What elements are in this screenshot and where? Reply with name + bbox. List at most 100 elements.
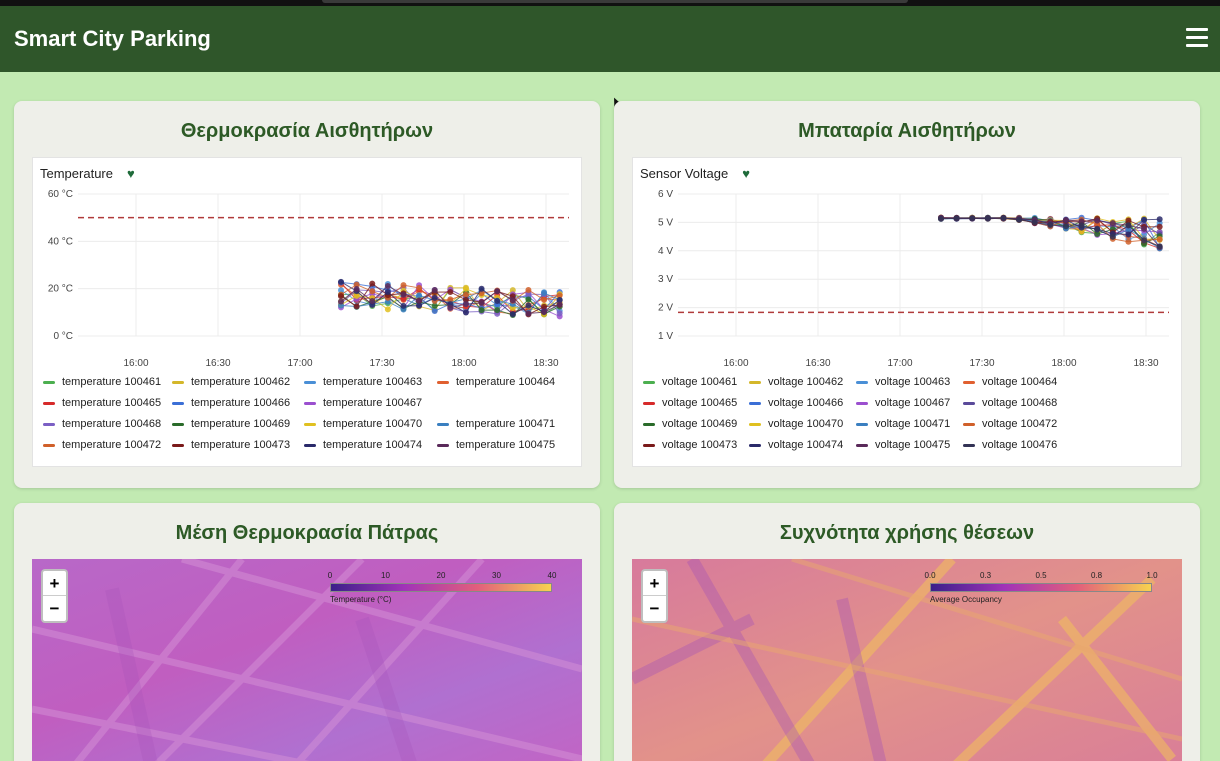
- zoom-out-button[interactable]: −: [649, 599, 660, 618]
- series-point: [353, 292, 360, 299]
- series-point: [953, 215, 960, 222]
- legend-item[interactable]: voltage 100465: [643, 397, 737, 409]
- heart-icon[interactable]: ♥: [742, 166, 750, 181]
- legend-item[interactable]: temperature 100463: [304, 376, 422, 388]
- zoom-in-button[interactable]: +: [643, 571, 666, 596]
- series-point: [525, 291, 532, 298]
- series-point: [1125, 231, 1132, 238]
- scale-caption: Temperature (°C): [330, 595, 392, 604]
- app-header: Smart City Parking: [0, 6, 1220, 72]
- series-point: [1125, 217, 1132, 224]
- legend-item[interactable]: voltage 100467: [856, 397, 950, 409]
- series-point: [447, 288, 454, 295]
- app-title: Smart City Parking: [14, 26, 211, 51]
- legend-item[interactable]: temperature 100473: [172, 439, 290, 451]
- legend-swatch: [963, 443, 975, 447]
- legend-swatch: [43, 443, 55, 447]
- occupancy-heatmap[interactable]: + − 0.0 0.3 0.5 0.8 1.0 Average Occupancy: [632, 559, 1182, 761]
- legend-item[interactable]: temperature 100466: [172, 397, 290, 409]
- window-tab-strip: [322, 0, 908, 3]
- legend-swatch: [963, 401, 975, 405]
- series-point: [525, 310, 532, 317]
- series-point: [556, 292, 563, 299]
- legend-swatch: [749, 401, 761, 405]
- legend-item[interactable]: temperature 100469: [172, 418, 290, 430]
- legend-item[interactable]: voltage 100464: [963, 376, 1057, 388]
- legend-swatch: [437, 422, 449, 426]
- y-tick-label: 4 V: [658, 246, 673, 257]
- zoom-in-button[interactable]: +: [43, 571, 66, 596]
- series-point: [400, 282, 407, 289]
- series-point: [938, 215, 944, 222]
- legend-item[interactable]: voltage 100469: [643, 418, 737, 430]
- series-point: [353, 303, 360, 310]
- y-tick-label: 1 V: [658, 331, 673, 342]
- legend-item[interactable]: temperature 100465: [43, 397, 161, 409]
- x-tick-label: 18:30: [1133, 358, 1158, 369]
- legend-item[interactable]: voltage 100471: [856, 418, 950, 430]
- legend-item[interactable]: voltage 100474: [749, 439, 843, 451]
- legend-label: voltage 100468: [982, 397, 1058, 409]
- series-point: [556, 301, 563, 308]
- legend-label: temperature 100469: [191, 418, 291, 430]
- legend-label: voltage 100464: [982, 376, 1058, 388]
- series-point: [1156, 216, 1163, 223]
- series-point: [353, 286, 360, 293]
- series-point: [509, 287, 516, 294]
- avg-temperature-card: Μέση Θερμοκρασία Πάτρας + −: [14, 503, 600, 761]
- x-tick-label: 17:00: [887, 358, 912, 369]
- legend-swatch: [304, 443, 316, 447]
- series-point: [541, 296, 548, 303]
- series-point: [431, 287, 438, 294]
- legend-item[interactable]: voltage 100470: [749, 418, 843, 430]
- legend-swatch: [963, 422, 975, 426]
- series-point: [1141, 237, 1148, 244]
- legend-item[interactable]: temperature 100470: [304, 418, 422, 430]
- occupancy-scale: 0.0 0.3 0.5 0.8 1.0 Average Occupancy: [924, 571, 1157, 605]
- legend-swatch: [172, 401, 184, 405]
- legend-item[interactable]: temperature 100474: [304, 439, 422, 451]
- legend-item[interactable]: voltage 100476: [963, 439, 1057, 451]
- legend-swatch: [43, 380, 55, 384]
- menu-line: [1186, 44, 1208, 47]
- window-top-bar: [0, 0, 1220, 6]
- legend-item[interactable]: temperature 100475: [437, 439, 555, 451]
- legend-item[interactable]: voltage 100462: [749, 376, 843, 388]
- series-point: [384, 282, 391, 289]
- legend-label: temperature 100470: [323, 418, 423, 430]
- series-point: [416, 284, 423, 291]
- legend-label: temperature 100472: [62, 439, 162, 451]
- series-point: [384, 306, 391, 313]
- series-point: [369, 280, 376, 287]
- x-tick-label: 16:00: [723, 358, 748, 369]
- series-point: [1047, 221, 1054, 228]
- scale-tick-label: 0: [327, 571, 333, 580]
- series-point: [525, 302, 532, 309]
- legend-item[interactable]: voltage 100472: [963, 418, 1057, 430]
- battery-card: Μπαταρία Αισθητήρων Sensor Voltage ♥ 6 V…: [614, 101, 1200, 488]
- legend-label: temperature 100471: [456, 418, 556, 430]
- menu-line: [1186, 28, 1208, 31]
- legend-item[interactable]: temperature 100467: [304, 397, 422, 409]
- legend-label: voltage 100461: [662, 376, 738, 388]
- legend-item[interactable]: temperature 100468: [43, 418, 161, 430]
- legend-item[interactable]: voltage 100461: [643, 376, 737, 388]
- y-tick-label: 2 V: [658, 303, 673, 314]
- zoom-out-button[interactable]: −: [49, 599, 60, 618]
- hamburger-menu-icon[interactable]: [1186, 28, 1208, 48]
- legend-swatch: [437, 443, 449, 447]
- legend-item[interactable]: temperature 100461: [43, 376, 161, 388]
- legend-label: voltage 100463: [875, 376, 951, 388]
- temperature-heatmap[interactable]: + − 0 10 20 30 40 Temperature (°C): [32, 559, 582, 761]
- series-point: [400, 295, 407, 302]
- legend-item[interactable]: voltage 100475: [856, 439, 950, 451]
- legend-item[interactable]: temperature 100472: [43, 439, 161, 451]
- legend-item[interactable]: voltage 100473: [643, 439, 737, 451]
- legend-item[interactable]: temperature 100462: [172, 376, 290, 388]
- legend-item[interactable]: temperature 100464: [437, 376, 555, 388]
- legend-item[interactable]: voltage 100468: [963, 397, 1057, 409]
- heart-icon[interactable]: ♥: [126, 166, 135, 181]
- legend-item[interactable]: voltage 100466: [749, 397, 843, 409]
- legend-item[interactable]: temperature 100471: [437, 418, 555, 430]
- legend-item[interactable]: voltage 100463: [856, 376, 950, 388]
